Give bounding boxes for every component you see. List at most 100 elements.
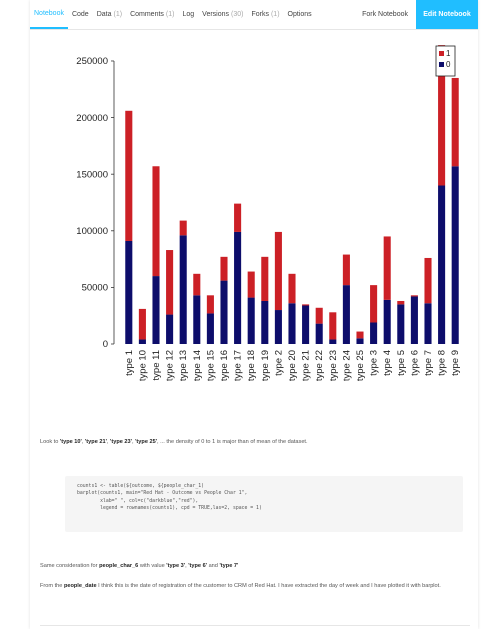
code-line: xlab=" ", col=c("darkblue","red"), <box>77 498 199 504</box>
bar-0-12 <box>288 303 296 344</box>
tab-versions[interactable]: Versions (30) <box>198 0 247 29</box>
bar-0-16 <box>342 285 350 344</box>
tab-label: Options <box>287 11 312 18</box>
bar-0-6 <box>206 313 214 344</box>
bar-0-18 <box>370 322 378 344</box>
x-tick-label: type 6 <box>409 350 420 376</box>
bar-0-8 <box>234 231 242 344</box>
bar-0-10 <box>261 300 269 344</box>
x-tick-label: type 19 <box>260 350 271 381</box>
bar-0-5 <box>193 295 201 344</box>
bar-0-0 <box>125 240 133 344</box>
bar-0-1 <box>138 339 146 344</box>
tab-count: (30) <box>231 11 244 18</box>
tab-notebook[interactable]: Notebook <box>30 0 68 29</box>
tab-comments[interactable]: Comments (1) <box>126 0 178 29</box>
legend-swatch-1 <box>439 51 444 56</box>
bar-1-10 <box>261 256 269 301</box>
x-tick-label: type 9 <box>450 350 461 376</box>
bar-1-8 <box>234 203 242 232</box>
tab-label: Comments <box>130 11 164 18</box>
bar-1-11 <box>274 231 282 311</box>
x-tick-label: type 7 <box>423 350 434 376</box>
bar-0-13 <box>302 305 310 344</box>
x-tick-label: type 24 <box>341 350 352 381</box>
x-tick-label: type 4 <box>382 350 393 376</box>
bar-1-12 <box>288 273 296 304</box>
bar-1-22 <box>424 257 432 304</box>
x-tick-label: type 1 <box>124 350 135 376</box>
x-tick-label: type 10 <box>137 350 148 381</box>
bar-0-23 <box>438 185 446 344</box>
x-tick-label: type 20 <box>287 350 298 381</box>
bar-1-19 <box>383 236 391 300</box>
code-line: legend = rownames(counts1), cpd = TRUE,l… <box>77 506 262 512</box>
bar-0-3 <box>166 314 174 344</box>
bar-0-20 <box>397 304 405 344</box>
tab-data[interactable]: Data (1) <box>93 0 126 29</box>
code-cell[interactable]: counts1 <- table(${outcome, ${people_cha… <box>65 476 463 532</box>
code-line: counts1 <- table(${outcome, ${people_cha… <box>77 484 205 489</box>
bar-0-24 <box>451 166 459 344</box>
x-tick-label: type 3 <box>369 350 380 376</box>
x-tick-label: type 8 <box>437 350 448 376</box>
tab-list: Notebook Code Data (1) Comments (1) Log Version… <box>30 0 316 29</box>
bar-1-6 <box>206 295 214 314</box>
legend-swatch-0 <box>439 62 444 67</box>
bar-1-13 <box>302 304 310 306</box>
y-tick-label: 0 <box>103 339 108 350</box>
bar-0-4 <box>179 235 187 344</box>
tab-label: Versions <box>202 11 230 18</box>
tab-count: (1) <box>270 11 280 18</box>
bar-1-2 <box>152 166 160 277</box>
y-tick-label: 250000 <box>76 56 108 67</box>
tab-code[interactable]: Code <box>68 0 93 29</box>
tab-options[interactable]: Options <box>284 0 316 29</box>
bar-1-23 <box>438 45 446 186</box>
bar-0-15 <box>329 339 337 344</box>
bar-1-4 <box>179 220 187 236</box>
bar-1-20 <box>397 300 405 305</box>
fork-notebook-button[interactable]: Fork Notebook <box>362 11 408 18</box>
tab-label: Log <box>182 11 195 18</box>
tab-count: (1) <box>165 11 175 18</box>
x-tick-label: type 22 <box>314 350 325 381</box>
tab-label: Data <box>96 11 112 18</box>
bar-0-17 <box>356 338 364 344</box>
y-tick-label: 100000 <box>76 226 108 237</box>
x-tick-label: type 23 <box>328 350 339 381</box>
tab-forks[interactable]: Forks (1) <box>247 0 283 29</box>
x-tick-label: type 21 <box>301 350 312 381</box>
y-tick-label: 50000 <box>82 283 108 294</box>
divider <box>40 625 470 626</box>
notebook-tab-bar: Notebook Code Data (1) Comments (1) Log Version… <box>30 0 478 30</box>
x-tick-label: type 17 <box>233 350 244 381</box>
x-tick-label: type 11 <box>151 350 162 380</box>
note-people-date: From the people_date I think this is the… <box>40 583 441 589</box>
bar-1-17 <box>356 331 364 339</box>
bar-1-18 <box>370 285 378 323</box>
y-tick-label: 200000 <box>76 113 108 124</box>
bar-1-15 <box>329 312 337 340</box>
bar-1-21 <box>410 295 418 297</box>
code-line: barplot(counts1, main="Red Hat - Outcome… <box>77 491 248 497</box>
bar-1-5 <box>193 273 201 296</box>
bar-1-14 <box>315 307 323 324</box>
tab-label: Forks <box>251 11 269 18</box>
y-tick-label: 150000 <box>76 169 108 180</box>
note-density-text: Look to 'type 10', 'type 21', 'type 23',… <box>40 439 308 445</box>
x-tick-label: type 13 <box>178 350 189 381</box>
x-tick-label: type 18 <box>246 350 257 381</box>
tab-log[interactable]: Log <box>178 0 198 29</box>
edit-notebook-button[interactable]: Edit Notebook <box>416 0 478 29</box>
x-tick-label: type 12 <box>165 350 176 381</box>
legend-label: 0 <box>446 60 451 69</box>
notebook-page: Notebook Code Data (1) Comments (1) Log Version… <box>30 0 478 629</box>
x-tick-label: type 14 <box>192 350 203 381</box>
bar-1-24 <box>451 77 459 167</box>
legend-label: 1 <box>446 49 451 58</box>
bar-0-22 <box>424 303 432 344</box>
bar-0-21 <box>410 296 418 344</box>
note-people-char-6: Same consideration for people_char_6 wit… <box>40 563 239 569</box>
bar-0-9 <box>247 297 255 344</box>
